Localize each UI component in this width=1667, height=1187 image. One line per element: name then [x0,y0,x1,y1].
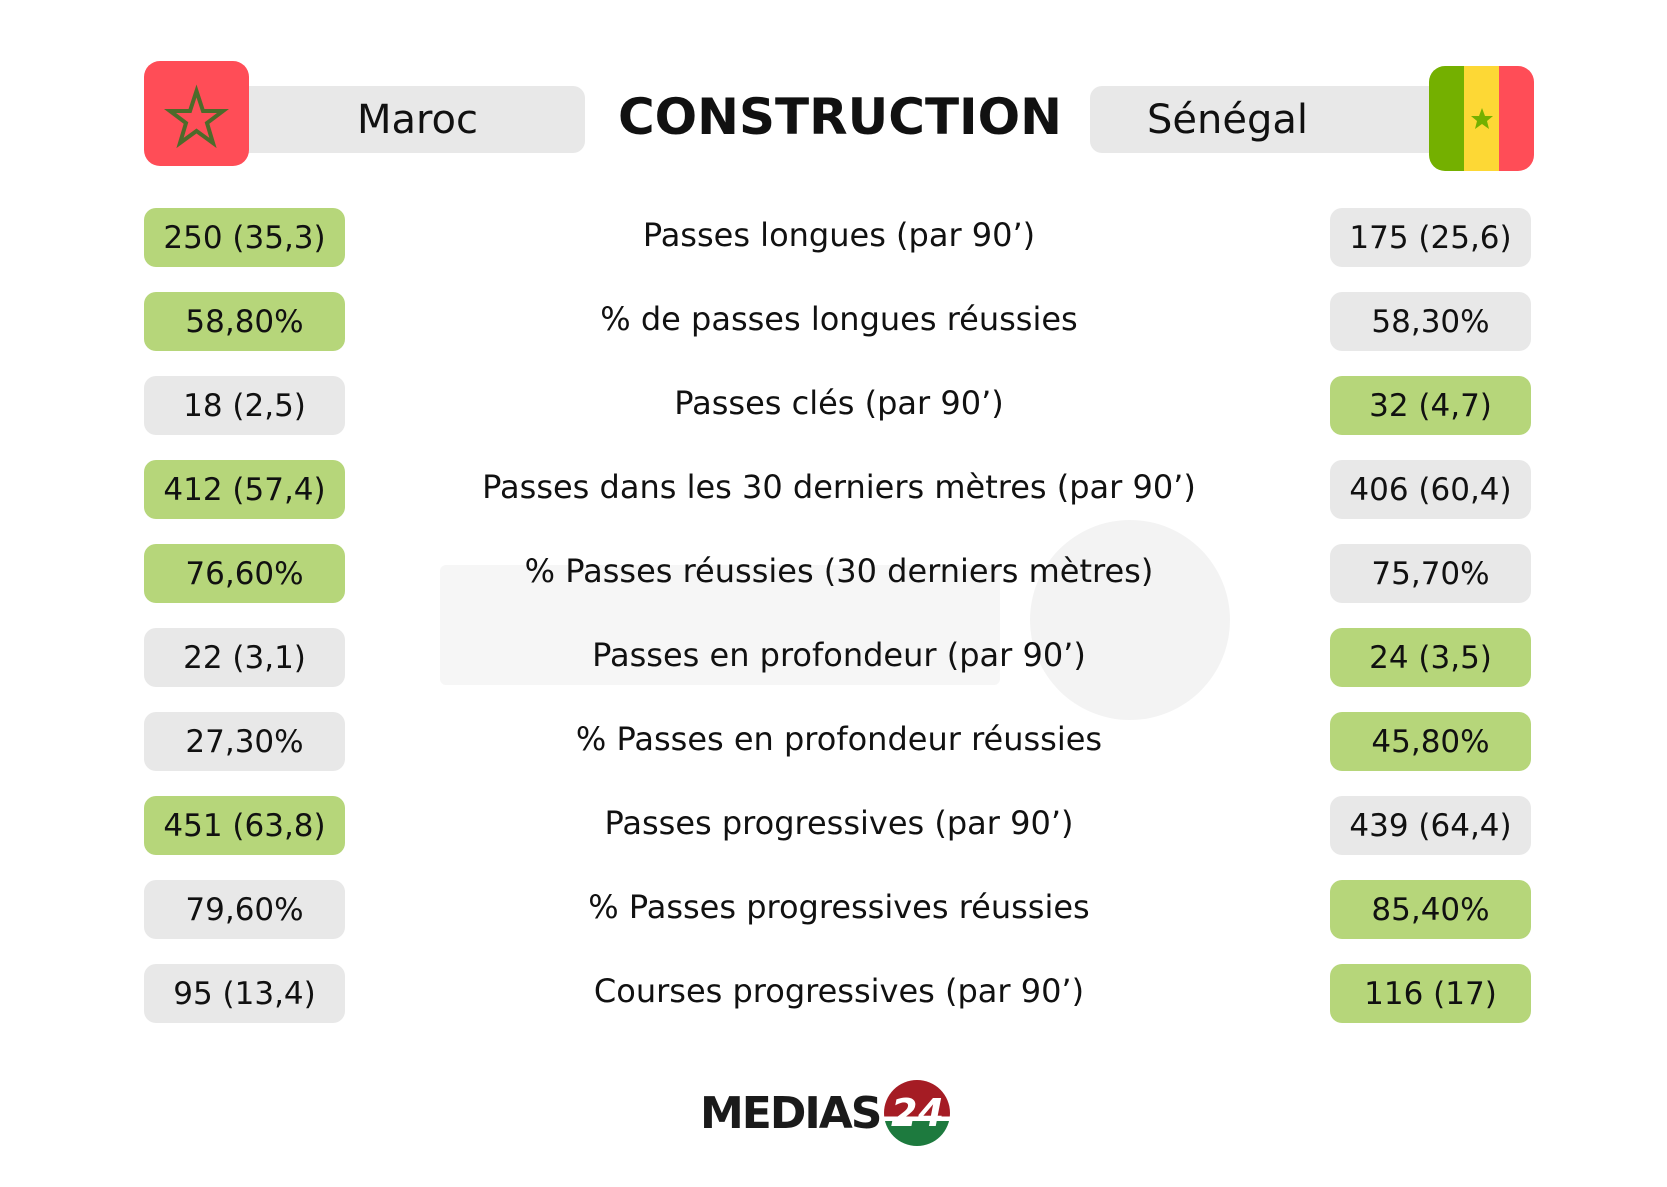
senegal-flag-icon [1429,66,1534,171]
team-left-pill: Maroc [230,86,585,153]
watermark-graphic [440,520,1230,720]
right-value: 75,70% [1330,544,1531,603]
team-right-name: Sénégal [1147,96,1308,143]
stat-row: 79,60% % Passes progressives réussies 85,4… [0,880,1667,939]
stat-label: Passes longues (par 90’) [642,216,1036,254]
right-value: 32 (4,7) [1330,376,1531,435]
right-value: 406 (60,4) [1330,460,1531,519]
stat-label: Passes en profondeur (par 90’) [592,636,1086,674]
left-value: 412 (57,4) [144,460,345,519]
stat-row: 18 (2,5) Passes clés (par 90’) 32 (4,7) [0,376,1667,435]
left-value: 18 (2,5) [144,376,345,435]
right-value: 175 (25,6) [1330,208,1531,267]
stat-label: % de passes longues réussies [600,300,1078,338]
team-left-name: Maroc [356,96,479,143]
logo-number: 24 [884,1080,951,1146]
left-value: 79,60% [144,880,345,939]
stat-row: 76,60% % Passes réussies (30 derniers mèt… [0,544,1667,603]
stat-row: 58,80% % de passes longues réussies 58,30% [0,292,1667,351]
stat-row: 22 (3,1) Passes en profondeur (par 90’) 24… [0,628,1667,687]
stat-row: 250 (35,3) Passes longues (par 90’) 175 (2… [0,208,1667,267]
logo-text: MEDIAS [700,1087,882,1139]
left-value: 22 (3,1) [144,628,345,687]
right-value: 45,80% [1330,712,1531,771]
left-value: 95 (13,4) [144,964,345,1023]
team-right-pill: Sénégal [1090,86,1445,153]
stat-label: Passes dans les 30 derniers mètres (par … [482,468,1196,506]
right-value: 116 (17) [1330,964,1531,1023]
page-title: CONSTRUCTION [617,88,1063,146]
right-value: 58,30% [1330,292,1531,351]
stat-label: % Passes réussies (30 derniers mètres) [524,552,1154,590]
left-value: 250 (35,3) [144,208,345,267]
stat-label: % Passes en profondeur réussies [575,720,1103,758]
left-value: 27,30% [144,712,345,771]
left-value: 451 (63,8) [144,796,345,855]
right-value: 439 (64,4) [1330,796,1531,855]
stat-row: 95 (13,4) Courses progressives (par 90’) 1… [0,964,1667,1023]
left-value: 76,60% [144,544,345,603]
medias24-logo: MEDIAS 24 [700,1080,951,1146]
left-value: 58,80% [144,292,345,351]
stat-row: 27,30% % Passes en profondeur réussies 45,… [0,712,1667,771]
stat-label: % Passes progressives réussies [588,888,1090,926]
right-value: 85,40% [1330,880,1531,939]
stat-label: Courses progressives (par 90’) [593,972,1085,1010]
stat-label: Passes progressives (par 90’) [604,804,1074,842]
stat-row: 451 (63,8) Passes progressives (par 90’) 4… [0,796,1667,855]
stat-label: Passes clés (par 90’) [674,384,1004,422]
morocco-flag-icon [144,61,249,166]
stat-row: 412 (57,4) Passes dans les 30 derniers mè… [0,460,1667,519]
right-value: 24 (3,5) [1330,628,1531,687]
